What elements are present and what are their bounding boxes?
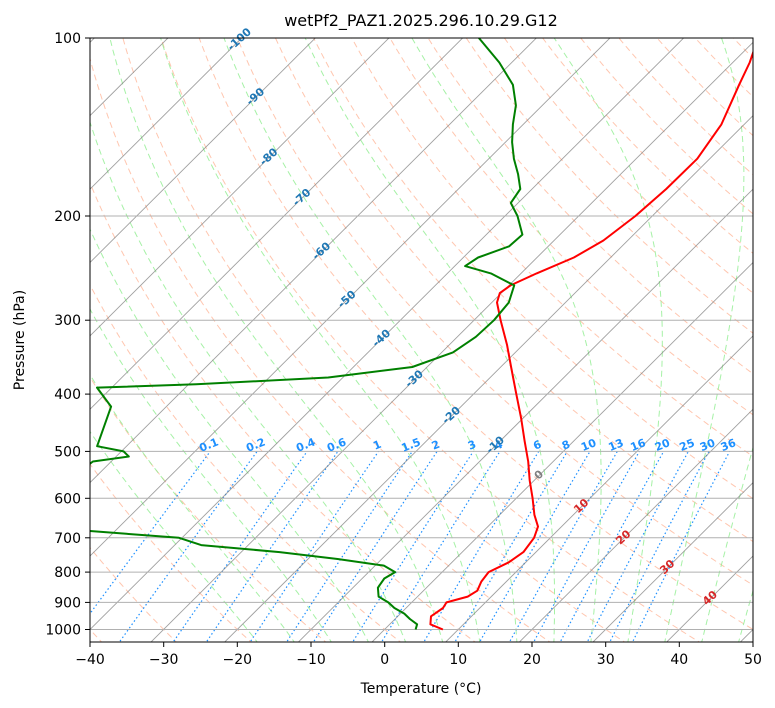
mixing-ratio-label: 2 bbox=[430, 438, 442, 453]
x-tick-label: −40 bbox=[75, 652, 105, 668]
isotherm-line bbox=[90, 38, 537, 484]
mixing-ratio-line bbox=[508, 451, 618, 642]
dry-adiabat-line bbox=[351, 38, 753, 458]
x-tick-label: −20 bbox=[223, 652, 253, 668]
mixing-ratio-label: 3 bbox=[466, 438, 478, 453]
dry-adiabat-line bbox=[465, 38, 753, 334]
mixing-ratio-line bbox=[586, 451, 689, 642]
isotherm-line bbox=[518, 408, 753, 642]
y-tick-label: 500 bbox=[54, 444, 81, 460]
x-tick-label: 40 bbox=[670, 652, 688, 668]
mixing-ratio-line bbox=[423, 451, 540, 642]
isotherm-line bbox=[90, 38, 316, 264]
y-tick-label: 100 bbox=[54, 31, 81, 47]
x-axis-title: Temperature (°C) bbox=[360, 681, 482, 697]
x-tick-label: −30 bbox=[149, 652, 179, 668]
plot-area bbox=[90, 38, 753, 642]
x-tick-label: 0 bbox=[380, 652, 389, 668]
dry-adiabat-line bbox=[618, 38, 753, 176]
temperature-profile-line bbox=[429, 49, 753, 631]
mixing-ratio-label: 1 bbox=[371, 438, 383, 453]
dry-adiabat-line bbox=[90, 283, 402, 642]
mixing-ratio-line bbox=[631, 451, 731, 642]
isotherm-line bbox=[90, 38, 464, 410]
mixing-ratio-line bbox=[380, 451, 501, 642]
mixing-ratio-label: 36 bbox=[719, 436, 738, 454]
mixing-ratio-line bbox=[285, 451, 413, 642]
mixing-ratio-line bbox=[559, 451, 665, 642]
dry-adiabat-line bbox=[90, 463, 252, 642]
mixing-ratio-label: 8 bbox=[560, 438, 572, 453]
mixing-ratio-label: 13 bbox=[606, 436, 625, 454]
x-tick-label: 50 bbox=[744, 652, 762, 668]
x-tick-label: −10 bbox=[296, 652, 326, 668]
x-tick-label: 20 bbox=[523, 652, 541, 668]
y-tick-label: 300 bbox=[54, 313, 81, 329]
x-axis-ticks: −40 −30 −20 −10 0 10 20 30 40 50 bbox=[75, 642, 762, 668]
moist-adiabat-line bbox=[90, 228, 369, 642]
y-axis-ticks: 100 200 300 400 500 600 700 800 900 1000 bbox=[45, 31, 90, 639]
isotherm-line bbox=[90, 38, 611, 557]
dry-adiabat-line bbox=[236, 38, 753, 586]
dry-adiabat-line bbox=[122, 38, 626, 642]
dry-adiabat-line bbox=[656, 38, 753, 137]
y-tick-label: 400 bbox=[54, 387, 81, 403]
x-tick-label: 30 bbox=[597, 652, 615, 668]
mixing-ratio-label: 25 bbox=[678, 436, 697, 454]
isotherm-line bbox=[297, 188, 753, 642]
chart-title: wetPf2_PAZ1.2025.296.10.29.G12 bbox=[284, 11, 558, 31]
dry-adiabat-line bbox=[389, 38, 753, 416]
moist-adiabat-line bbox=[90, 373, 295, 642]
mixing-ratio-line bbox=[172, 451, 308, 642]
isotherm-line bbox=[150, 41, 753, 642]
mixing-ratio-line bbox=[478, 451, 591, 642]
dry-adiabat-line bbox=[580, 38, 753, 215]
grid-lines bbox=[90, 38, 753, 642]
y-tick-label: 200 bbox=[54, 209, 81, 225]
profile-series bbox=[90, 38, 753, 631]
dry-adiabat-line bbox=[90, 376, 327, 642]
y-axis-title: Pressure (hPa) bbox=[12, 290, 28, 390]
isotherm-line bbox=[371, 261, 753, 642]
mixing-ratio-line bbox=[454, 451, 568, 642]
x-tick-label: 10 bbox=[449, 652, 467, 668]
y-tick-label: 800 bbox=[54, 565, 81, 581]
dewpoint-profile-line bbox=[90, 38, 524, 630]
y-tick-label: 1000 bbox=[45, 623, 81, 639]
mixing-ratio-label: 16 bbox=[629, 436, 648, 454]
mixing-ratio-label: 10 bbox=[579, 436, 598, 454]
dry-adiabat-line bbox=[427, 38, 753, 375]
isotherm-line bbox=[90, 38, 243, 190]
dry-adiabat-line bbox=[198, 38, 753, 631]
moist-adiabat-line bbox=[90, 430, 258, 642]
isotherm-line bbox=[445, 335, 753, 642]
isotherm-line bbox=[90, 38, 390, 337]
mixing-ratio-line bbox=[205, 451, 339, 642]
y-tick-label: 700 bbox=[54, 531, 81, 547]
isotherm-line bbox=[90, 38, 685, 631]
y-tick-label: 600 bbox=[54, 491, 81, 507]
mixing-ratio-label: 20 bbox=[653, 436, 672, 454]
mixing-ratio-line bbox=[609, 451, 710, 642]
dry-adiabat-line bbox=[503, 38, 753, 294]
dry-adiabat-line bbox=[90, 181, 476, 642]
isotherm-line bbox=[224, 115, 753, 642]
mixing-ratio-lines bbox=[90, 451, 731, 642]
dry-adiabat-line bbox=[90, 56, 551, 642]
plot-frame bbox=[89, 37, 754, 643]
isotherm-line bbox=[592, 481, 753, 642]
y-tick-label: 900 bbox=[54, 595, 81, 611]
mixing-ratio-label: 30 bbox=[698, 436, 717, 454]
